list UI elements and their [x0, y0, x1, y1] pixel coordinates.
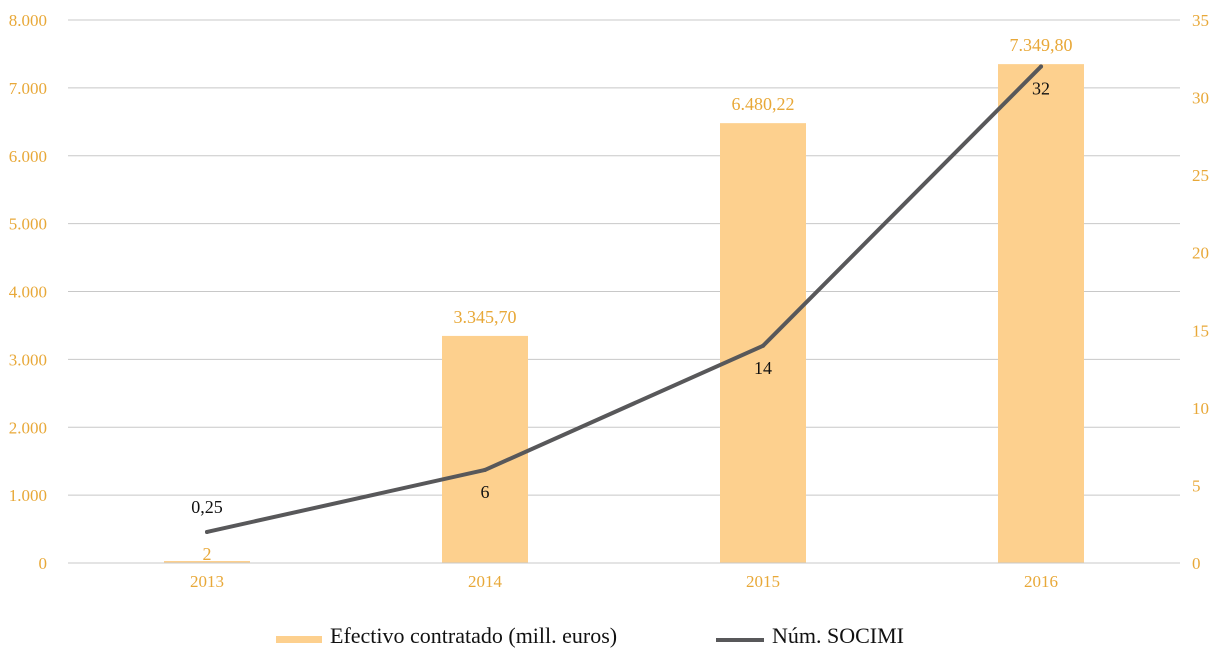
- line-data-label: 2: [203, 544, 212, 564]
- bar-data-label: 0,25: [191, 497, 223, 517]
- y-right-tick-label: 25: [1192, 166, 1209, 185]
- y-right-tick-label: 0: [1192, 554, 1201, 573]
- x-tick-label: 2015: [746, 572, 780, 591]
- bar: [998, 64, 1084, 563]
- y-left-tick-label: 4.000: [9, 283, 47, 302]
- line-data-label: 6: [481, 482, 490, 502]
- y-left-tick-label: 2.000: [9, 418, 47, 437]
- y-left-tick-label: 8.000: [9, 11, 47, 30]
- y-left-tick-label: 5.000: [9, 215, 47, 234]
- bar: [442, 335, 528, 563]
- line-data-label: 14: [754, 358, 772, 378]
- y-right-tick-label: 20: [1192, 244, 1209, 263]
- line-series-socimi: [205, 64, 1043, 534]
- y-left-tick-label: 6.000: [9, 147, 47, 166]
- x-tick-label: 2013: [190, 572, 224, 591]
- line-point: [761, 343, 765, 348]
- line-point: [483, 467, 487, 472]
- legend-swatch-bar: [276, 636, 322, 643]
- y-right-tick-label: 5: [1192, 476, 1201, 495]
- bar-data-label: 6.480,22: [732, 94, 795, 114]
- y-left-tick-label: 1.000: [9, 486, 47, 505]
- y-right-tick-label: 10: [1192, 399, 1209, 418]
- y-left-tick-label: 0: [39, 554, 48, 573]
- y-right-tick-label: 35: [1192, 11, 1209, 30]
- y-right-tick-label: 15: [1192, 321, 1209, 340]
- y-left-tick-label: 3.000: [9, 350, 47, 369]
- legend-label-line: Núm. SOCIMI: [772, 623, 904, 648]
- line-data-label: 32: [1032, 79, 1050, 99]
- y-right-tick-label: 30: [1192, 89, 1209, 108]
- line-point: [205, 529, 209, 534]
- legend-label-bar: Efectivo contratado (mill. euros): [330, 623, 617, 648]
- y-left-tick-label: 7.000: [9, 79, 47, 98]
- line-point: [1039, 64, 1043, 69]
- bar-data-label: 3.345,70: [454, 307, 517, 327]
- x-tick-label: 2014: [468, 572, 503, 591]
- x-tick-label: 2016: [1024, 572, 1058, 591]
- bar-data-label: 7.349,80: [1010, 35, 1073, 55]
- bar: [164, 561, 250, 563]
